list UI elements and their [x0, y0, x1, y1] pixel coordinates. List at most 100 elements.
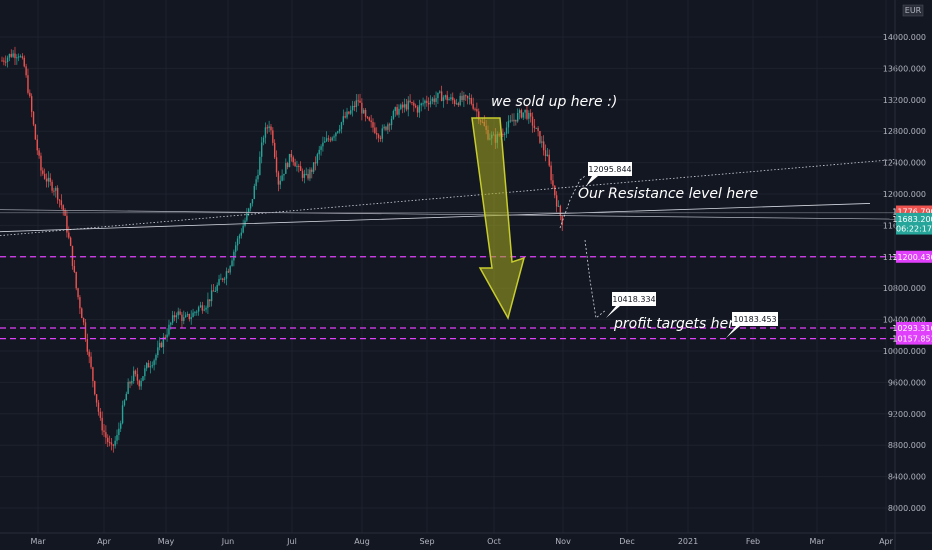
x-tick-label: Dec [619, 537, 634, 546]
candle-body [90, 356, 92, 368]
x-tick-label: 2021 [678, 537, 698, 546]
candle-body [108, 442, 111, 444]
candle-body [283, 173, 285, 176]
candle-body [528, 112, 530, 119]
candle-body [12, 53, 14, 57]
candle-body [235, 245, 237, 252]
candle-body [470, 98, 473, 104]
currency-label[interactable]: EUR [902, 4, 924, 17]
candle-body [16, 57, 18, 59]
candle-body [435, 98, 437, 102]
candle-body [129, 381, 131, 384]
annotation-sold: we sold up here :) [491, 94, 617, 110]
candle-body [288, 153, 291, 168]
candle-body [105, 432, 107, 438]
price-badge-label: 11200.436 [892, 253, 932, 262]
candle-body [107, 437, 109, 443]
candle-body [266, 127, 268, 129]
candle-body [29, 92, 31, 97]
candle-body [181, 314, 183, 322]
candle-body [95, 394, 98, 403]
candle-body [203, 309, 205, 311]
x-tick-label: Feb [746, 537, 760, 546]
y-tick-label: 10400.000 [883, 316, 926, 325]
candle-body [275, 157, 278, 173]
candle-body [327, 138, 330, 140]
candle-body [170, 322, 172, 325]
down-arrow-drawing[interactable] [471, 117, 526, 320]
candle-body [179, 311, 181, 315]
x-tick-label: Mar [30, 537, 46, 546]
candle-body [205, 307, 207, 310]
candle-body [175, 315, 178, 318]
candle-body [114, 440, 116, 446]
candle-body [110, 442, 113, 445]
chart-grid [0, 0, 895, 533]
candle-body [66, 215, 68, 233]
y-tick-label: 8800.000 [888, 441, 926, 450]
candle-body [136, 374, 139, 381]
callout-10418[interactable]: 10418.334 [606, 292, 656, 318]
candle-body [442, 97, 445, 102]
candle-body [401, 104, 404, 108]
x-tick-label: Aug [354, 537, 370, 546]
candle-body [131, 380, 133, 384]
candle-body [192, 312, 194, 318]
candle-body [147, 362, 150, 368]
candle-body [324, 141, 326, 143]
candle-body [73, 265, 76, 273]
candle-body [281, 175, 283, 181]
candle-body [255, 179, 257, 186]
candle-body [431, 98, 434, 102]
candle-body [233, 251, 235, 261]
candle-body [307, 173, 309, 179]
candle-body [333, 136, 335, 138]
candle-body [439, 91, 441, 93]
price-badge-label: 10293.316 [892, 324, 932, 333]
candle-body [162, 337, 165, 348]
candle-body [246, 212, 248, 221]
x-tick-label: Mar [809, 537, 825, 546]
candle-body [81, 308, 83, 319]
projection-path-2 [584, 239, 607, 319]
annotation-profit: profit targets her [613, 316, 735, 332]
candle-body [372, 122, 374, 128]
candle-body [53, 190, 55, 192]
callout-12095[interactable]: 12095.844 [586, 162, 632, 186]
candle-body [407, 100, 409, 110]
candle-body [392, 110, 395, 119]
callout-label: 10183.453 [733, 315, 776, 324]
candle-body [270, 126, 272, 131]
candle-body [151, 365, 153, 367]
projection-path [559, 175, 586, 229]
candle-body [160, 342, 163, 348]
candle-body [351, 105, 354, 111]
candle-body [396, 107, 398, 115]
candle-body [188, 313, 191, 320]
candle-body [416, 107, 419, 113]
candle-body [433, 98, 435, 102]
candle-body [257, 175, 259, 180]
candle-body [212, 290, 215, 292]
candle-body [69, 237, 72, 246]
x-tick-label: Nov [555, 537, 571, 546]
callout-10183[interactable]: 10183.453 [726, 312, 778, 338]
candle-body [403, 104, 406, 108]
candle-body [14, 53, 16, 59]
time-axis[interactable]: Mar Apr May Jun Jul Aug Sep Oct Nov Dec 2021 Feb Mar… [0, 532, 932, 546]
candle-body [112, 444, 114, 446]
candle-body [292, 157, 294, 163]
candle-body [71, 245, 74, 266]
candle-body [142, 376, 144, 381]
candle-body [555, 195, 558, 207]
candle-body [236, 238, 239, 246]
candle-body [329, 139, 332, 141]
candle-body [227, 271, 230, 273]
price-axis[interactable]: 14000.000 13600.000 13200.000 12800.000 1240… [883, 0, 926, 550]
callout-label: 10418.334 [612, 295, 655, 304]
candle-body [344, 116, 346, 118]
candle-body [516, 112, 519, 122]
candle-body [422, 103, 424, 105]
candle-body [303, 173, 306, 178]
